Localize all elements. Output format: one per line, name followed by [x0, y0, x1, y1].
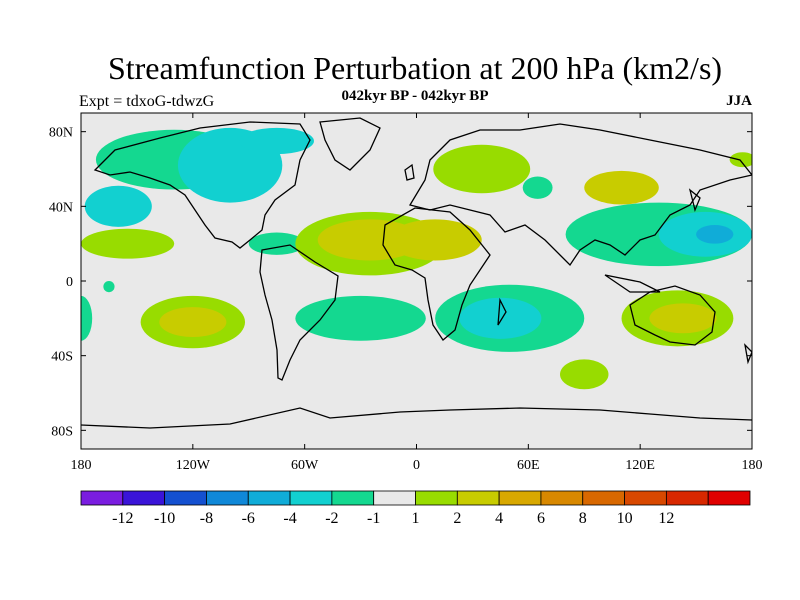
- plot-subtitle: 042kyr BP - 042kyr BP: [341, 88, 489, 104]
- anomaly-region-21: [649, 303, 717, 334]
- colorbar-swatch: [80, 490, 124, 506]
- anomaly-region-14: [696, 225, 734, 244]
- anomaly-region-17: [295, 295, 426, 341]
- x-tick-label: 0: [413, 458, 420, 473]
- colorbar-swatch: [498, 490, 542, 506]
- colorbar-swatch: [540, 490, 584, 506]
- x-tick-label: 120E: [625, 458, 655, 473]
- colorbar-label: 12: [658, 510, 674, 527]
- colorbar-label: 8: [579, 510, 587, 527]
- colorbar-label: -1: [367, 510, 380, 527]
- x-tick-label: 180: [71, 458, 92, 473]
- x-tick-label: 180: [742, 458, 763, 473]
- colorbar-label: 6: [537, 510, 545, 527]
- coastline-south-america: [259, 244, 339, 381]
- x-tick-label: 60W: [291, 458, 319, 473]
- coastline-japan: [688, 188, 701, 213]
- y-tick-label: 80S: [51, 424, 73, 439]
- colorbar-label: -8: [200, 510, 213, 527]
- colorbar-label: -4: [283, 510, 296, 527]
- anomaly-region-16: [159, 307, 227, 338]
- colorbar-label: 1: [412, 510, 420, 527]
- anomaly-region-19: [459, 297, 542, 339]
- anomaly-fields: [81, 127, 752, 390]
- colorbar-swatch: [206, 490, 249, 506]
- colorbar-swatch: [122, 490, 166, 506]
- colorbar-label: 10: [617, 510, 633, 527]
- colorbar-swatch: [373, 490, 416, 506]
- coastlines: [81, 117, 752, 429]
- x-tick-label: 60E: [517, 458, 540, 473]
- colorbar-label: -12: [112, 510, 133, 527]
- anomaly-region-2: [239, 127, 314, 155]
- anomaly-region-11: [584, 170, 659, 205]
- coastline-antarctica: [81, 407, 752, 429]
- coastline-australia: [629, 285, 716, 346]
- coastline-new-zealand: [744, 343, 752, 365]
- colorbar-swatch: [247, 490, 291, 506]
- colorbar-swatch: [331, 490, 375, 506]
- coastline-madagascar: [497, 297, 507, 326]
- anomaly-region-4: [81, 228, 175, 259]
- experiment-label: Expt = tdxoG-tdwzG: [79, 93, 215, 110]
- coastline-north-america: [93, 121, 311, 249]
- y-tick-label: 40N: [49, 200, 73, 215]
- anomaly-region-22: [560, 359, 609, 390]
- colorbar-swatch: [665, 490, 709, 506]
- colorbar-label: -10: [154, 510, 175, 527]
- colorbar-label: 4: [495, 510, 503, 527]
- plot-title: Streamfunction Perturbation at 200 hPa (…: [107, 50, 723, 86]
- colorbar-swatch: [582, 490, 625, 506]
- anomaly-region-8: [388, 219, 482, 261]
- coastline-uk: [404, 163, 415, 181]
- x-tick-label: 120W: [176, 458, 211, 473]
- colorbar-label: -2: [325, 510, 338, 527]
- axis-ticks: 180 120W 60W 0 60E 120E 180 80N 40N 0 40S 80S: [49, 113, 763, 473]
- y-tick-label: 80N: [49, 126, 73, 141]
- coastline-eurasia: [408, 123, 752, 267]
- anomaly-region-23: [81, 295, 93, 341]
- coastline-africa: [382, 207, 491, 341]
- coastline-indonesia: [604, 274, 661, 293]
- colorbar: -12 -10 -8 -6 -4 -2 -1 1 2 4 6 8 10 12: [80, 490, 751, 527]
- anomaly-region-10: [522, 176, 553, 199]
- colorbar-swatch: [707, 490, 751, 506]
- anomaly-region-25: [103, 281, 115, 293]
- y-tick-label: 40S: [51, 350, 73, 365]
- colorbar-swatch: [456, 490, 500, 506]
- colorbar-swatch: [624, 490, 667, 506]
- coastline-greenland: [319, 117, 381, 171]
- season-label: JJA: [726, 93, 752, 109]
- colorbar-swatch: [164, 490, 207, 506]
- anomaly-region-24: [729, 152, 752, 168]
- colorbar-swatch: [289, 490, 333, 506]
- anomaly-region-9: [433, 144, 531, 194]
- colorbar-label: 2: [453, 510, 461, 527]
- colorbar-label: -6: [242, 510, 255, 527]
- y-tick-label: 0: [66, 275, 73, 290]
- anomaly-region-3: [84, 185, 152, 227]
- colorbar-swatch: [415, 490, 458, 506]
